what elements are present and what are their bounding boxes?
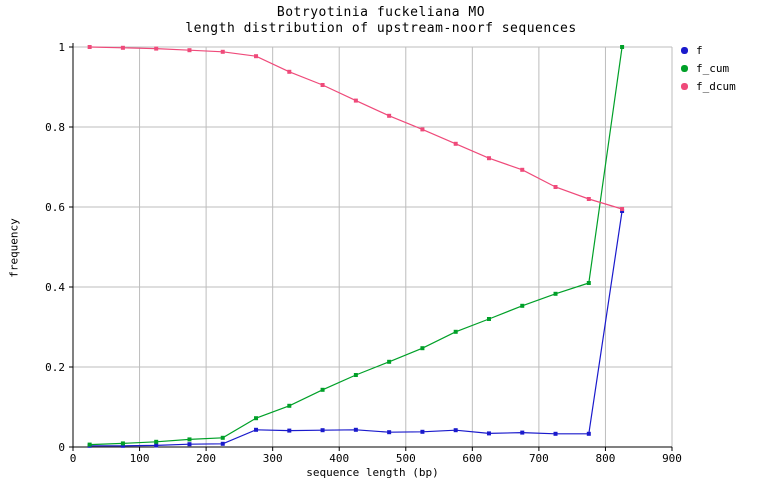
series-f_dcum-marker <box>620 207 625 211</box>
series-f_dcum-marker <box>520 167 525 172</box>
f-cum-marker-icon <box>681 64 688 72</box>
series-f_cum-marker <box>254 416 259 421</box>
x-tick-label: 800 <box>596 452 616 465</box>
series-f_cum-marker <box>553 291 558 296</box>
series-f_cum-marker <box>453 329 458 334</box>
x-tick-label: 300 <box>263 452 283 465</box>
series-f_cum-marker <box>154 439 159 444</box>
series-f_cum-marker <box>287 403 292 408</box>
y-tick-label: 1 <box>58 41 65 54</box>
series-f_cum-marker <box>387 359 392 364</box>
legend: f f_cum f_dcum <box>681 41 736 95</box>
series-f_dcum-marker <box>120 45 125 50</box>
legend-label-f-cum: f_cum <box>696 61 730 75</box>
f-dcum-marker-icon <box>681 82 688 90</box>
series-f-marker <box>120 443 125 448</box>
series-f_dcum-marker <box>387 113 392 118</box>
series-f-marker <box>220 441 225 446</box>
series-f_cum-marker <box>220 435 225 440</box>
series-f-marker <box>154 443 159 448</box>
y-tick-label: 0.4 <box>45 281 65 294</box>
series-f_dcum-marker <box>453 141 458 146</box>
series-f_dcum-marker <box>353 98 358 103</box>
legend-item-f-dcum: f_dcum <box>681 77 736 95</box>
series-f_cum-line <box>89 46 623 446</box>
series-f-line <box>89 210 623 447</box>
series-f-marker <box>187 442 192 447</box>
series-f_cum-marker <box>353 373 358 377</box>
series-f_dcum-marker <box>320 83 325 87</box>
series-f-marker <box>320 428 325 433</box>
series-f_cum-marker <box>320 387 325 392</box>
series-f_dcum-marker <box>220 49 225 54</box>
series-f_dcum-marker <box>553 185 558 189</box>
series-f-marker <box>520 430 525 435</box>
series-f-marker <box>486 431 491 436</box>
series-f_dcum-marker <box>486 156 491 161</box>
series-f-marker <box>553 431 558 436</box>
series-f_dcum-marker <box>287 69 292 74</box>
legend-item-f: f <box>681 41 736 59</box>
chart-title: Botryotinia fuckeliana MO length distribu… <box>0 5 762 37</box>
legend-item-f-cum: f_cum <box>681 59 736 77</box>
series-f_cum-marker <box>120 441 125 446</box>
series-f_cum-marker <box>420 346 425 351</box>
series-f_cum-marker <box>520 303 525 308</box>
x-tick-label: 500 <box>396 452 416 465</box>
y-tick-label: 0.8 <box>45 121 65 134</box>
series-f-marker <box>453 428 458 433</box>
series-f_dcum-marker <box>586 197 591 201</box>
series-f-marker <box>420 429 425 434</box>
legend-label-f-dcum: f_dcum <box>696 79 736 93</box>
x-axis-label: sequence length (bp) <box>306 466 439 479</box>
series-f-marker <box>353 427 358 432</box>
chart-title-line1: Botryotinia fuckeliana MO <box>276 5 486 20</box>
chart-title-line2: length distribution of upstream-noorf se… <box>185 21 577 36</box>
series-f_cum-marker <box>586 281 591 285</box>
series-f_cum-marker <box>187 437 192 442</box>
series-f-marker <box>387 430 392 435</box>
series-f-marker <box>586 431 591 436</box>
series-f_dcum-marker <box>187 48 192 53</box>
x-tick-label: 700 <box>529 452 549 465</box>
x-tick-label: 100 <box>130 452 150 465</box>
x-tick-label: 0 <box>70 452 77 465</box>
series-f_dcum-line <box>89 46 623 210</box>
series-f_cum-marker <box>87 442 92 447</box>
series-f-marker <box>254 427 259 432</box>
f-marker-icon <box>681 46 688 54</box>
x-tick-label: 900 <box>662 452 682 465</box>
series-f_dcum-marker <box>154 46 159 51</box>
series-f_cum-marker <box>486 317 491 321</box>
series-f_dcum-marker <box>254 54 259 59</box>
x-tick-label: 600 <box>462 452 482 465</box>
x-tick-label: 200 <box>196 452 216 465</box>
y-tick-label: 0.2 <box>45 361 65 374</box>
series-f_dcum-marker <box>420 127 425 132</box>
series-f_dcum-marker <box>87 45 92 49</box>
x-tick-label: 400 <box>329 452 349 465</box>
y-tick-label: 0.6 <box>45 201 65 214</box>
series-f_cum-marker <box>620 45 625 49</box>
y-tick-label: 0 <box>58 441 65 454</box>
series-f-marker <box>287 428 292 433</box>
legend-label-f: f <box>696 43 703 57</box>
